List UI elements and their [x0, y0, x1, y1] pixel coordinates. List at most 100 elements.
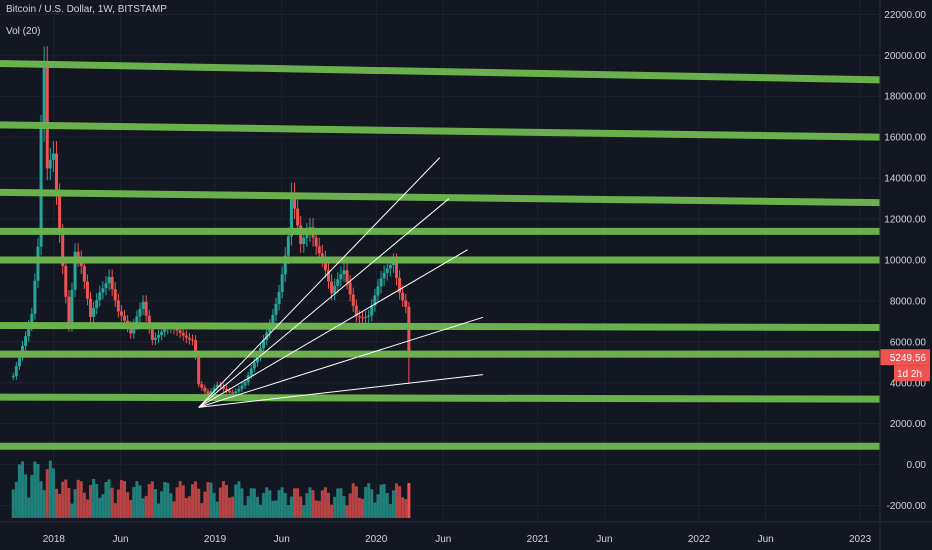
candle-body [385, 268, 389, 273]
volume-bar [221, 481, 225, 518]
candle-body [101, 288, 105, 293]
volume-bar [203, 491, 207, 518]
volume-bar [191, 484, 195, 518]
volume-bar [33, 461, 37, 518]
candle-body [113, 289, 117, 301]
volume-bar [30, 474, 34, 518]
volume-bar [113, 503, 117, 518]
volume-bar [342, 496, 346, 518]
volume-bar [36, 464, 40, 518]
trendline[interactable] [198, 316, 484, 408]
candle-body [320, 253, 324, 259]
horizontal-level-line[interactable] [0, 121, 881, 141]
volume-bar [354, 486, 358, 518]
volume-bar [385, 492, 389, 518]
horizontal-level-line[interactable] [0, 59, 881, 84]
candle-body [351, 294, 355, 306]
candle-body [283, 255, 287, 275]
volume-bar [132, 487, 136, 518]
candle-body [191, 339, 195, 341]
candle-body [252, 362, 256, 369]
candle-body [361, 317, 365, 319]
candle-body [17, 356, 21, 367]
candle-body [404, 300, 408, 307]
candle-body [305, 232, 309, 238]
candle-body [317, 246, 321, 254]
volume-bar [296, 488, 300, 518]
time-axis-label: 2019 [204, 534, 227, 545]
volume-bar [246, 496, 250, 518]
volume-bar [206, 482, 210, 518]
candle-body [178, 330, 182, 333]
candle-body [364, 316, 368, 318]
volume-bar [361, 498, 365, 518]
candle-body [104, 283, 108, 289]
volume-bar [268, 490, 272, 518]
candle-body [85, 281, 89, 299]
candle-body [255, 357, 259, 363]
price-axis-label: 18000.00 [884, 92, 926, 103]
trendline[interactable] [198, 198, 450, 408]
candle-body [11, 376, 15, 378]
volume-bar [119, 479, 123, 518]
candle-body [225, 388, 229, 391]
volume-bar [104, 481, 108, 518]
candle-body [203, 387, 207, 392]
candle-body [234, 391, 238, 394]
volume-bar [302, 505, 306, 518]
volume-bar [404, 499, 408, 518]
candle-body [345, 270, 349, 283]
volume-bar [209, 482, 213, 518]
candle-body [274, 303, 278, 315]
trendline[interactable] [198, 157, 441, 408]
candle-body [342, 270, 346, 275]
candle-body [14, 366, 18, 377]
candle-body [398, 277, 402, 293]
volume-indicator-label: Vol (20) [6, 26, 41, 37]
volume-bar [398, 486, 402, 518]
candle-body [30, 313, 34, 326]
volume-bar [197, 488, 201, 518]
candle-body [296, 208, 300, 226]
candle-body [218, 384, 222, 387]
volume-bar [11, 489, 15, 518]
volume-bar [129, 499, 133, 518]
time-axis-label: 2023 [849, 534, 872, 545]
volume-bar [194, 481, 198, 518]
candle-body [144, 301, 148, 316]
candle-body [379, 278, 383, 287]
horizontal-level-line[interactable] [0, 393, 881, 403]
volume-bar [271, 500, 275, 518]
volume-bar [376, 494, 380, 518]
volume-bar [17, 464, 21, 518]
price-axis-label: 22000.00 [884, 10, 926, 21]
candle-body [55, 153, 59, 195]
volume-bar [280, 487, 284, 518]
volume-bar [141, 498, 145, 518]
volume-bar [21, 461, 25, 518]
volume-bar [175, 487, 179, 518]
candle-body [150, 328, 154, 340]
candle-body [61, 233, 65, 267]
volume-bar [14, 481, 18, 518]
horizontal-level-line[interactable] [0, 188, 881, 207]
trendline[interactable] [198, 374, 484, 408]
volume-bar [181, 485, 185, 518]
candle-body [357, 316, 361, 318]
candle-body [209, 391, 213, 396]
candle-body [184, 335, 188, 338]
candle-body [123, 315, 127, 321]
candle-body [107, 276, 111, 284]
candle-body [200, 384, 204, 388]
volume-bar [212, 492, 216, 518]
candle-body [82, 266, 86, 282]
trendline[interactable] [198, 249, 468, 408]
candle-body [280, 274, 284, 292]
volume-bar [225, 485, 229, 518]
candle-body [153, 337, 157, 340]
volume-bar [379, 484, 383, 518]
horizontal-level-line[interactable] [0, 321, 881, 332]
volume-bar [277, 490, 281, 518]
volume-bar [160, 491, 164, 518]
